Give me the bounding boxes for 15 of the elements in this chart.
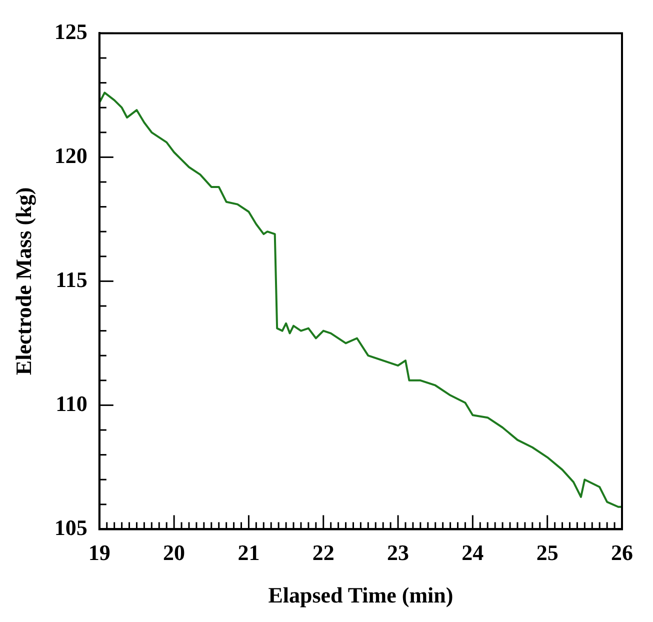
x-tick-label: 22 <box>312 540 334 566</box>
y-tick-label: 110 <box>56 390 88 416</box>
x-tick-label: 26 <box>611 540 633 566</box>
y-axis-title: Electrode Mass (kg) <box>10 187 36 376</box>
y-tick-label: 115 <box>56 266 88 292</box>
x-tick-label: 20 <box>163 540 186 566</box>
y-tick-label: 125 <box>54 18 88 44</box>
x-tick-label: 25 <box>536 540 558 566</box>
y-tick-label: 105 <box>54 514 88 540</box>
y-tick-label: 120 <box>54 142 88 168</box>
x-axis-title: Elapsed Time (min) <box>268 582 454 608</box>
x-tick-label: 23 <box>387 540 410 566</box>
x-tick-label: 21 <box>238 540 260 566</box>
x-tick-label: 19 <box>88 540 110 566</box>
x-tick-label: 24 <box>462 540 484 566</box>
